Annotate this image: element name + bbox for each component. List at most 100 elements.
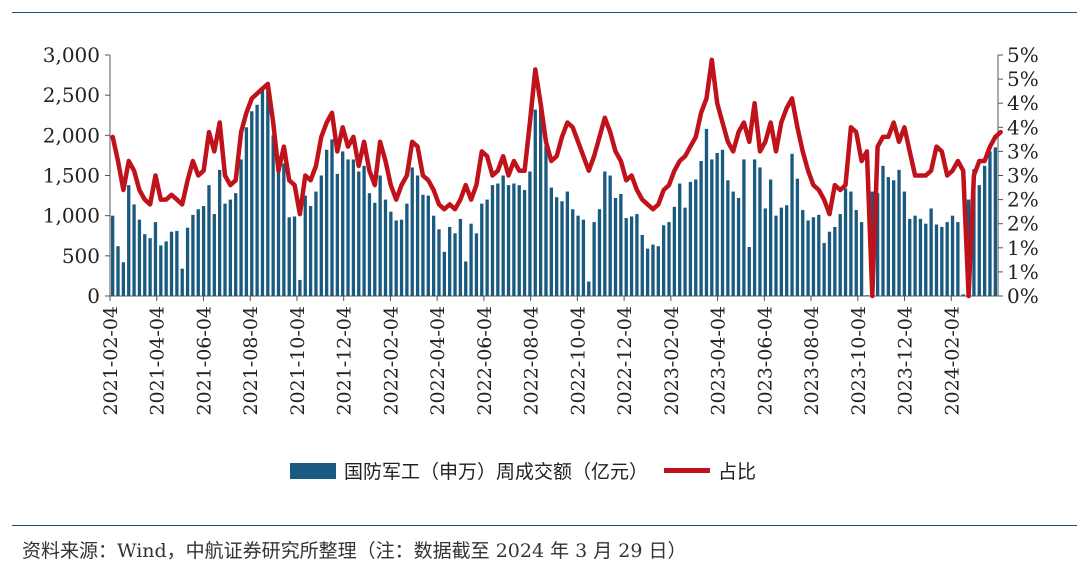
volume-bar: [988, 151, 992, 296]
volume-bar: [399, 219, 404, 296]
volume-bar: [811, 217, 816, 296]
ratio-line: [110, 57, 1003, 299]
x-tick-label: 2023-04-04: [708, 306, 730, 416]
volume-bar: [153, 222, 158, 296]
x-tick-label: 2023-12-04: [895, 306, 917, 416]
volume-bar: [956, 222, 960, 296]
chart-legend: 国防军工（申万）周成交额（亿元） 占比: [290, 457, 756, 484]
volume-bar: [940, 226, 944, 296]
volume-bar: [945, 222, 949, 296]
volume-bar: [346, 159, 350, 296]
volume-bar: [287, 217, 291, 296]
volume-bar: [389, 211, 393, 296]
volume-bar: [785, 205, 789, 296]
volume-bar: [303, 195, 307, 296]
volume-bar: [314, 191, 318, 296]
volume-bar: [405, 203, 409, 296]
volume-bar: [271, 135, 275, 296]
volume-bar: [779, 207, 784, 296]
volume-bar: [207, 185, 211, 296]
volume-bar: [485, 199, 489, 296]
volume-bar: [961, 294, 965, 296]
volume-bar: [250, 111, 254, 296]
volume-bar: [640, 234, 644, 296]
volume-bar: [528, 171, 532, 296]
volume-bar: [977, 185, 981, 296]
volume-bar: [517, 185, 521, 296]
left-tick-label: 1,500: [43, 164, 100, 188]
volume-bar: [694, 179, 698, 296]
volume-bar: [490, 185, 495, 296]
volume-bar: [597, 209, 602, 296]
volume-bar: [164, 241, 168, 296]
right-tick-label: 1%: [1007, 260, 1039, 284]
volume-bar: [886, 177, 890, 296]
volume-bar: [415, 175, 420, 296]
volume-bar: [587, 281, 591, 296]
volume-bar: [282, 163, 286, 296]
top-rule: [12, 12, 1077, 13]
left-tick-label: 500: [62, 244, 100, 268]
x-tick-label: 2021-02-04: [100, 306, 122, 416]
volume-bar: [678, 183, 682, 296]
volume-bar: [111, 215, 115, 296]
volume-bar: [902, 191, 907, 296]
legend-line-label: 占比: [718, 461, 757, 483]
volume-bar: [908, 218, 912, 296]
volume-bar: [512, 183, 516, 296]
volume-bar: [357, 171, 361, 296]
volume-bar: [736, 197, 741, 296]
volume-bar: [720, 149, 725, 296]
right-tick-label: 4%: [1007, 91, 1039, 115]
volume-bar: [982, 165, 987, 296]
volume-bar: [924, 223, 928, 296]
right-tick-label: 4%: [1007, 115, 1039, 139]
volume-bar: [613, 197, 618, 296]
volume-bar: [116, 246, 120, 296]
volume-bar: [464, 261, 468, 296]
volume-bar: [817, 214, 821, 296]
volume-bar: [827, 231, 832, 296]
volume-bar: [228, 199, 233, 296]
volume-bar: [608, 175, 612, 296]
right-tick-label: 2%: [1007, 188, 1039, 212]
volume-bar: [276, 171, 281, 296]
x-tick-label: 2021-10-04: [287, 306, 309, 416]
volume-bar: [763, 208, 767, 296]
volume-bar: [875, 193, 880, 296]
volume-bar: [849, 191, 853, 296]
volume-bar: [544, 145, 548, 296]
left-tick-label: 1,000: [43, 204, 100, 228]
volume-bar: [555, 197, 559, 296]
volume-bar: [292, 216, 297, 296]
volume-bar: [549, 187, 553, 296]
volume-bar: [651, 244, 655, 296]
volume-bar: [742, 159, 746, 296]
volume-bar: [480, 203, 484, 296]
volume-bar: [683, 207, 687, 296]
volume-bar: [972, 169, 976, 296]
volume-bar: [592, 222, 596, 296]
volume-bar: [571, 209, 575, 296]
volume-bar: [603, 171, 607, 296]
volume-bar: [843, 188, 848, 296]
volume-bar: [437, 229, 441, 296]
x-tick-label: 2024-02-04: [941, 306, 963, 416]
x-tick-label: 2021-04-04: [147, 306, 169, 416]
right-tick-label: 5%: [1007, 67, 1039, 91]
volume-bar: [662, 225, 666, 296]
volume-bar: [710, 159, 714, 296]
volume-bar: [795, 178, 800, 296]
volume-bar: [768, 179, 773, 296]
volume-bar: [367, 193, 372, 296]
volume-bar: [822, 242, 826, 296]
left-tick-label: 0: [87, 284, 100, 308]
volume-bar: [801, 210, 805, 296]
volume-bar: [426, 195, 430, 296]
x-tick-label: 2022-02-04: [380, 306, 402, 416]
volume-bar: [854, 210, 858, 296]
volume-bar: [234, 193, 238, 296]
volume-bar: [474, 233, 479, 296]
volume-bar: [881, 165, 885, 296]
volume-bar: [645, 248, 650, 296]
